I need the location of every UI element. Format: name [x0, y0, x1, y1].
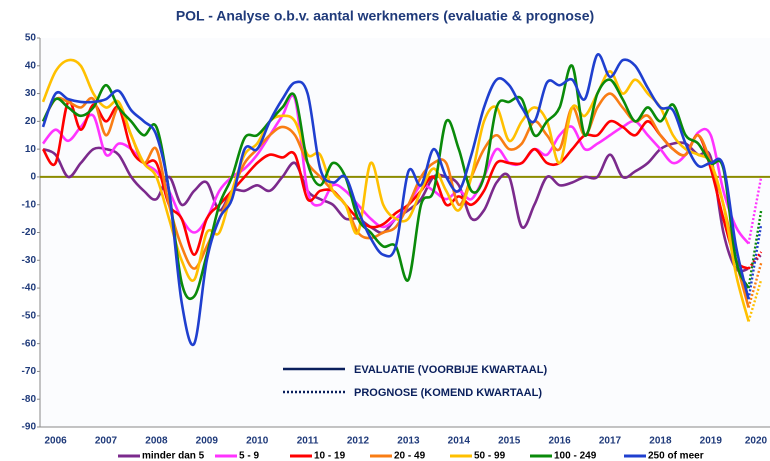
y-tick-label: -40	[22, 283, 37, 294]
forecast-line	[747, 176, 763, 244]
x-tick-label: 2019	[700, 436, 723, 447]
series-line	[41, 58, 750, 322]
y-tick-label: 30	[25, 88, 37, 99]
y-tick-label: -70	[22, 366, 37, 377]
x-tick-label: 2009	[196, 436, 219, 447]
series-line	[41, 100, 750, 270]
y-tick-label: 50	[25, 33, 37, 44]
style-legend-label: EVALUATIE (VOORBIJE KWARTAAL)	[354, 364, 547, 376]
legend-label: minder dan 5	[142, 451, 205, 461]
x-tick-label: 2018	[649, 436, 672, 447]
x-tick-label: 2014	[448, 436, 471, 447]
x-tick-label: 2011	[297, 436, 319, 447]
y-tick-label: 0	[30, 172, 36, 183]
legend-label: 20 - 49	[394, 451, 426, 461]
forecast-line	[747, 251, 763, 270]
plot-area	[40, 38, 770, 427]
y-tick-label: -50	[22, 310, 37, 321]
forecast-line	[747, 223, 763, 300]
x-tick-label: 2012	[347, 436, 370, 447]
legend-label: 10 - 19	[314, 451, 346, 461]
series-line	[41, 53, 750, 347]
forecast-line	[747, 210, 763, 289]
x-tick-label: 2007	[95, 436, 118, 447]
y-tick-label: -80	[22, 394, 37, 405]
y-tick-label: 20	[25, 116, 37, 127]
forecast-line	[747, 279, 763, 322]
y-tick-label: -30	[22, 255, 37, 266]
x-tick-label: 2010	[246, 436, 269, 447]
x-tick-label: 2006	[44, 436, 67, 447]
x-tick-label: 2015	[498, 436, 521, 447]
legend-label: 5 - 9	[239, 451, 259, 461]
legend-label: 100 - 249	[554, 451, 597, 461]
chart-title: POL - Analyse o.b.v. aantal werknemers (…	[176, 8, 594, 24]
x-tick-label: 2008	[145, 436, 168, 447]
y-tick-label: 40	[25, 60, 37, 71]
x-tick-label: 2020	[745, 436, 768, 447]
style-legend-label: PROGNOSE (KOMEND KWARTAAL)	[354, 387, 542, 399]
y-tick-label: -90	[22, 422, 37, 433]
x-tick-label: 2016	[548, 436, 571, 447]
x-tick-label: 2017	[599, 436, 622, 447]
y-tick-label: 10	[25, 144, 37, 155]
legend-label: 50 - 99	[474, 451, 506, 461]
y-tick-label: -60	[22, 338, 37, 349]
y-tick-label: -10	[22, 199, 37, 210]
legend-label: 250 of meer	[648, 451, 704, 461]
y-tick-label: -20	[22, 227, 37, 238]
x-tick-label: 2013	[397, 436, 420, 447]
